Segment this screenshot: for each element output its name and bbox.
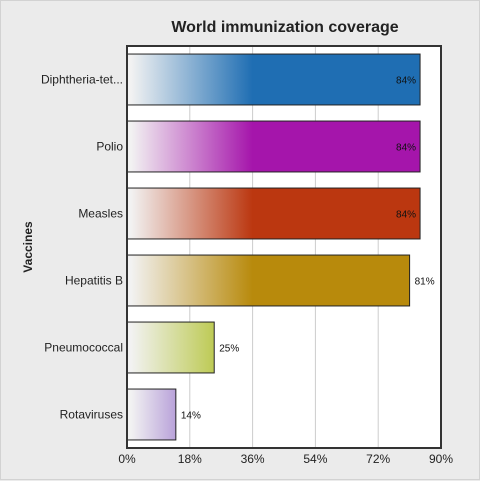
- bar: [126, 321, 215, 374]
- category-label: Polio: [96, 140, 123, 154]
- category-label: Measles: [78, 207, 123, 221]
- category-label: Rotaviruses: [60, 408, 123, 422]
- data-label: 81%: [415, 277, 435, 288]
- x-tick-label: 72%: [366, 452, 390, 466]
- bar: [126, 53, 421, 106]
- bar: [126, 254, 411, 307]
- x-tick-label: 0%: [118, 452, 136, 466]
- plot-area: [127, 46, 441, 448]
- bars: [126, 53, 421, 441]
- bar: [126, 388, 177, 441]
- x-tick-label: 90%: [429, 452, 453, 466]
- x-tick-label: 36%: [241, 452, 265, 466]
- data-label: 25%: [219, 344, 239, 355]
- data-label: 14%: [181, 411, 201, 422]
- category-label: Diphtheria-tet...: [41, 73, 123, 87]
- chart-title: World immunization coverage: [171, 19, 398, 36]
- data-label: 84%: [396, 143, 416, 154]
- bar: [126, 187, 421, 240]
- category-label: Hepatitis B: [65, 274, 123, 288]
- data-label: 84%: [396, 76, 416, 87]
- x-tick-labels: 0% 18% 36% 54% 72% 90%: [118, 452, 453, 466]
- plot-border: [126, 45, 442, 449]
- data-labels: 84% 84% 84% 81% 25% 14%: [181, 76, 435, 422]
- x-tick-label: 54%: [303, 452, 327, 466]
- category-label: Pneumococcal: [44, 341, 123, 355]
- y-axis-label: Vaccines: [21, 221, 35, 273]
- x-tick-label: 18%: [178, 452, 202, 466]
- category-labels: Diphtheria-tet... Polio Measles Hepatitis B…: [41, 73, 123, 422]
- bar: [126, 120, 421, 173]
- data-label: 84%: [396, 210, 416, 221]
